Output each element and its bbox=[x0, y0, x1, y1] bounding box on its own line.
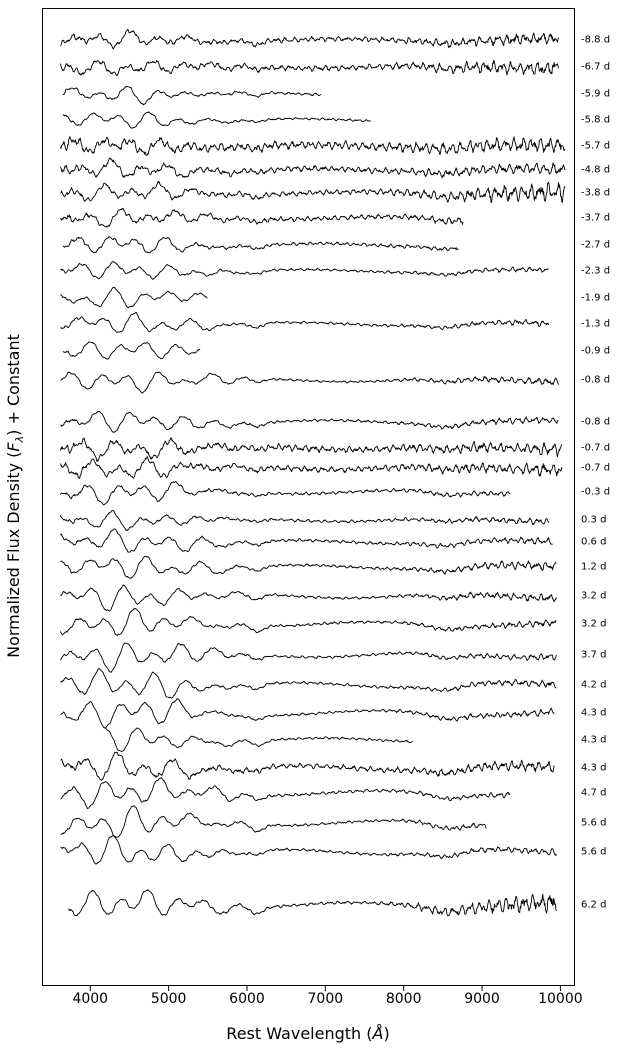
spectrum-line bbox=[60, 261, 549, 280]
epoch-label: -5.7 d bbox=[581, 140, 611, 152]
epoch-label: -6.7 d bbox=[581, 61, 611, 73]
epoch-label: -0.7 d bbox=[581, 442, 611, 454]
epoch-label: 4.7 d bbox=[581, 787, 607, 799]
spectrum-line bbox=[60, 835, 557, 865]
x-tick-label: 8000 bbox=[385, 991, 422, 1007]
y-label-lambda-subscript: λ bbox=[13, 435, 27, 443]
epoch-label: 0.3 d bbox=[581, 514, 607, 526]
x-label-prefix: Rest Wavelength ( bbox=[226, 1024, 373, 1043]
spectrum-line bbox=[60, 157, 566, 179]
x-tick-label: 7000 bbox=[307, 991, 344, 1007]
y-axis-label: Normalized Flux Density (Fλ) + Constant bbox=[4, 334, 26, 658]
epoch-label: 3.2 d bbox=[581, 590, 607, 602]
epoch-label: 5.6 d bbox=[581, 846, 607, 858]
spectrum-line bbox=[60, 29, 559, 50]
spectrum-line bbox=[60, 481, 511, 506]
x-tick-label: 9000 bbox=[464, 991, 500, 1007]
x-tick-label: 4000 bbox=[72, 991, 109, 1007]
y-label-flux-symbol: F bbox=[3, 442, 23, 452]
epoch-label: -0.8 d bbox=[581, 374, 611, 386]
spectrum-line bbox=[62, 111, 371, 129]
epoch-label: -2.7 d bbox=[581, 239, 611, 251]
spectrum-line bbox=[60, 437, 563, 462]
x-tick-label: 6000 bbox=[229, 991, 265, 1007]
spectrum-line bbox=[60, 311, 550, 333]
epoch-label: 1.2 d bbox=[581, 561, 607, 573]
spectrum-line bbox=[62, 341, 201, 360]
spectrum-line bbox=[60, 59, 559, 77]
epoch-label: 0.6 d bbox=[581, 536, 607, 548]
y-label-suffix: ) + Constant bbox=[3, 334, 23, 436]
epoch-label: 3.2 d bbox=[581, 618, 607, 630]
spectrum-line bbox=[60, 371, 559, 394]
epoch-label: 4.3 d bbox=[581, 762, 607, 774]
epoch-label: -3.7 d bbox=[581, 212, 611, 224]
spectrum-line bbox=[60, 668, 557, 699]
epoch-label: 6.2 d bbox=[581, 899, 607, 911]
spectrum-line bbox=[62, 236, 459, 254]
epoch-label: 4.3 d bbox=[581, 734, 607, 746]
x-axis-label: Rest Wavelength (Å) bbox=[226, 1024, 389, 1043]
epoch-label: -0.9 d bbox=[581, 345, 611, 357]
epoch-label: 4.3 d bbox=[581, 707, 607, 719]
spectrum-line bbox=[60, 286, 208, 309]
epoch-label: -4.8 d bbox=[581, 164, 611, 176]
x-label-angstrom-unit: Å bbox=[372, 1024, 384, 1043]
spectrum-line bbox=[60, 510, 550, 532]
spectrum-line bbox=[60, 207, 464, 228]
spectrum-line bbox=[60, 136, 566, 156]
spectrum-line bbox=[60, 805, 487, 838]
epoch-label: -5.9 d bbox=[581, 88, 611, 100]
x-tick-label: 10000 bbox=[538, 991, 583, 1007]
epoch-label: 5.6 d bbox=[581, 817, 607, 829]
epoch-label: -8.8 d bbox=[581, 34, 611, 46]
spectrum-line bbox=[60, 528, 553, 553]
spectrum-line bbox=[60, 181, 566, 203]
x-tick-label: 5000 bbox=[150, 991, 187, 1007]
spectrum-line bbox=[62, 85, 322, 106]
y-label-prefix: Normalized Flux Density ( bbox=[3, 451, 23, 658]
epoch-label: 3.7 d bbox=[581, 649, 607, 661]
spectrum-line bbox=[60, 698, 555, 729]
epoch-label: -0.3 d bbox=[581, 486, 611, 498]
epoch-label: -1.3 d bbox=[581, 318, 611, 330]
spectrum-line bbox=[60, 777, 511, 810]
x-label-suffix: ) bbox=[383, 1024, 390, 1043]
epoch-label: 4.2 d bbox=[581, 679, 607, 691]
epoch-label: -2.3 d bbox=[581, 265, 611, 277]
spectrum-line bbox=[60, 607, 557, 636]
spectrum-line bbox=[60, 751, 555, 781]
spectrum-line bbox=[104, 727, 413, 752]
spectrum-line bbox=[60, 555, 557, 579]
epoch-label: -5.8 d bbox=[581, 114, 611, 126]
plot-border bbox=[42, 8, 575, 986]
epoch-label: -0.8 d bbox=[581, 416, 611, 428]
spectrum-line bbox=[68, 889, 557, 917]
epoch-label: -1.9 d bbox=[581, 292, 611, 304]
spectrum-line bbox=[60, 456, 563, 479]
epoch-label: -0.7 d bbox=[581, 462, 611, 474]
epoch-label: -3.8 d bbox=[581, 187, 611, 199]
spectrum-line bbox=[60, 410, 559, 433]
spectrum-line bbox=[60, 584, 557, 612]
spectrum-line bbox=[60, 642, 557, 673]
